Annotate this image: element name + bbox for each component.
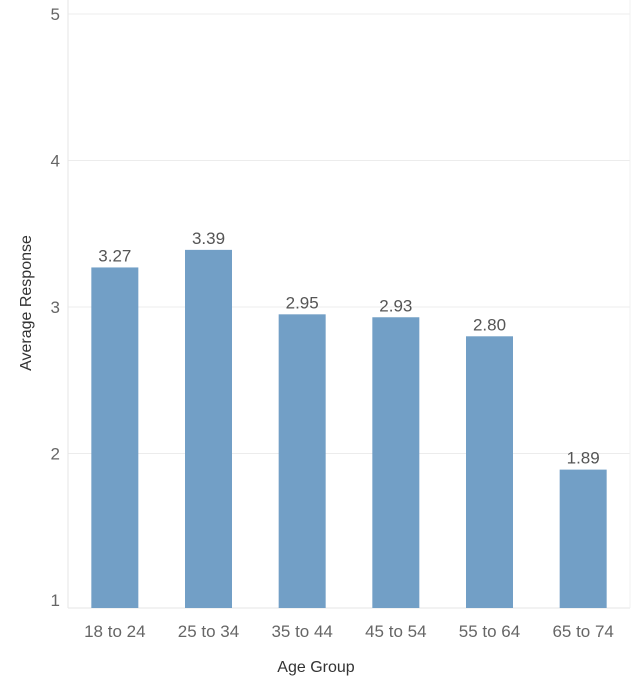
y-tick-label: 5	[51, 5, 60, 24]
x-tick-labels: 18 to 24 25 to 34 35 to 44 45 to 54 55 to 64…	[84, 622, 614, 641]
x-tick-label: 55 to 64	[459, 622, 520, 641]
bar	[91, 267, 139, 608]
bar	[466, 336, 513, 608]
x-tick-label: 45 to 54	[365, 622, 426, 641]
data-label: 3.27	[98, 246, 131, 265]
data-label: 2.80	[473, 315, 506, 334]
y-tick-label: 1	[51, 591, 60, 610]
y-tick-label: 4	[51, 152, 60, 171]
x-tick-label: 65 to 74	[552, 622, 613, 641]
x-tick-label: 18 to 24	[84, 622, 145, 641]
bar	[559, 469, 607, 608]
data-labels: 3.27 3.39 2.95 2.93 2.80 1.89	[98, 229, 599, 468]
bar	[372, 317, 420, 608]
y-tick-labels: 1 2 3 4 5	[51, 5, 60, 610]
axes	[67, 0, 631, 609]
y-axis-title: Average Response	[18, 235, 35, 371]
data-label: 2.95	[286, 293, 319, 312]
bar	[185, 249, 232, 609]
data-label: 3.39	[192, 229, 225, 248]
data-label: 1.89	[567, 449, 600, 468]
y-tick-label: 3	[51, 298, 60, 317]
data-label: 2.93	[379, 296, 412, 315]
x-tick-label: 25 to 34	[178, 622, 239, 641]
x-axis-title: Age Group	[277, 659, 354, 676]
gridlines	[68, 13, 630, 454]
bars	[91, 249, 607, 609]
y-tick-label: 2	[51, 445, 60, 464]
bar	[278, 314, 326, 608]
x-tick-label: 35 to 44	[271, 622, 332, 641]
